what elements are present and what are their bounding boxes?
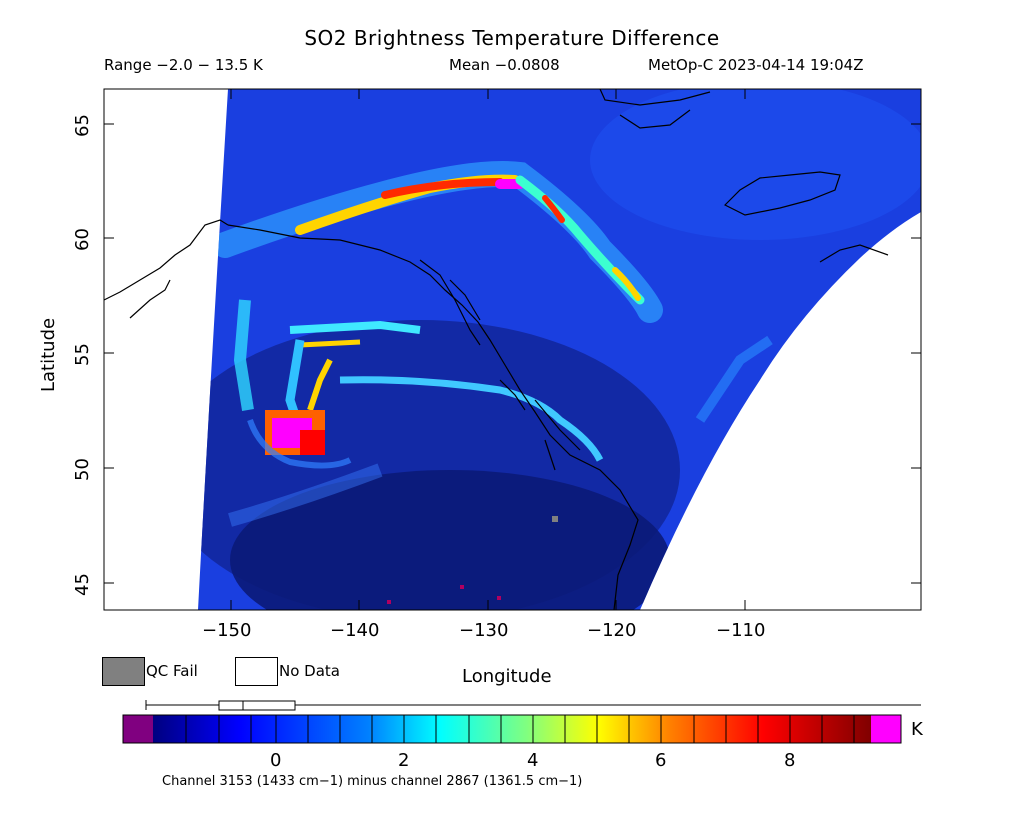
colorbar-tick-label: 4 (527, 750, 539, 771)
colorbar-tick-label: 2 (398, 750, 410, 771)
colorbar-gradient (153, 715, 871, 743)
qc-fail-pixel (552, 516, 558, 522)
colorbar-over-swatch (871, 715, 901, 743)
y-tick-label: 55 (72, 343, 93, 366)
plot-frame (103, 88, 922, 611)
colorbar-tick-label: 6 (655, 750, 667, 771)
colorbar-tick-label: 0 (270, 750, 282, 771)
satellite-time-text: MetOp-C 2023-04-14 19:04Z (648, 56, 864, 74)
coastlines (104, 89, 889, 610)
y-tick-label: 45 (72, 573, 93, 596)
colorbar-under-swatch (123, 715, 153, 743)
x-tick-label: −150 (202, 620, 252, 641)
y-tick-label: 60 (72, 228, 93, 251)
mean-text: Mean −0.0808 (449, 56, 560, 74)
y-tick-label: 50 (72, 458, 93, 481)
colorbar-tick-label: 8 (784, 750, 796, 771)
plot-title: SO2 Brightness Temperature Difference (304, 26, 720, 50)
channel-footnote: Channel 3153 (1433 cm−1) minus channel 2… (162, 774, 583, 789)
colorbar (122, 714, 902, 744)
no-data-swatch (235, 657, 278, 686)
x-tick-label: −120 (587, 620, 637, 641)
x-tick-label: −140 (330, 620, 380, 641)
qc-fail-swatch (102, 657, 145, 686)
no-data-label: No Data (279, 662, 340, 680)
qc-fail-label: QC Fail (146, 662, 198, 680)
x-tick-label: −130 (459, 620, 509, 641)
range-text: Range −2.0 − 13.5 K (104, 56, 263, 74)
y-axis-label: Latitude (38, 317, 59, 392)
x-axis-label: Longitude (462, 666, 552, 687)
axis-ticks (104, 89, 921, 610)
y-tick-label: 65 (72, 114, 93, 137)
distribution-box-plot (145, 700, 921, 711)
colorbar-unit-label: K (911, 719, 923, 740)
x-tick-label: −110 (716, 620, 766, 641)
